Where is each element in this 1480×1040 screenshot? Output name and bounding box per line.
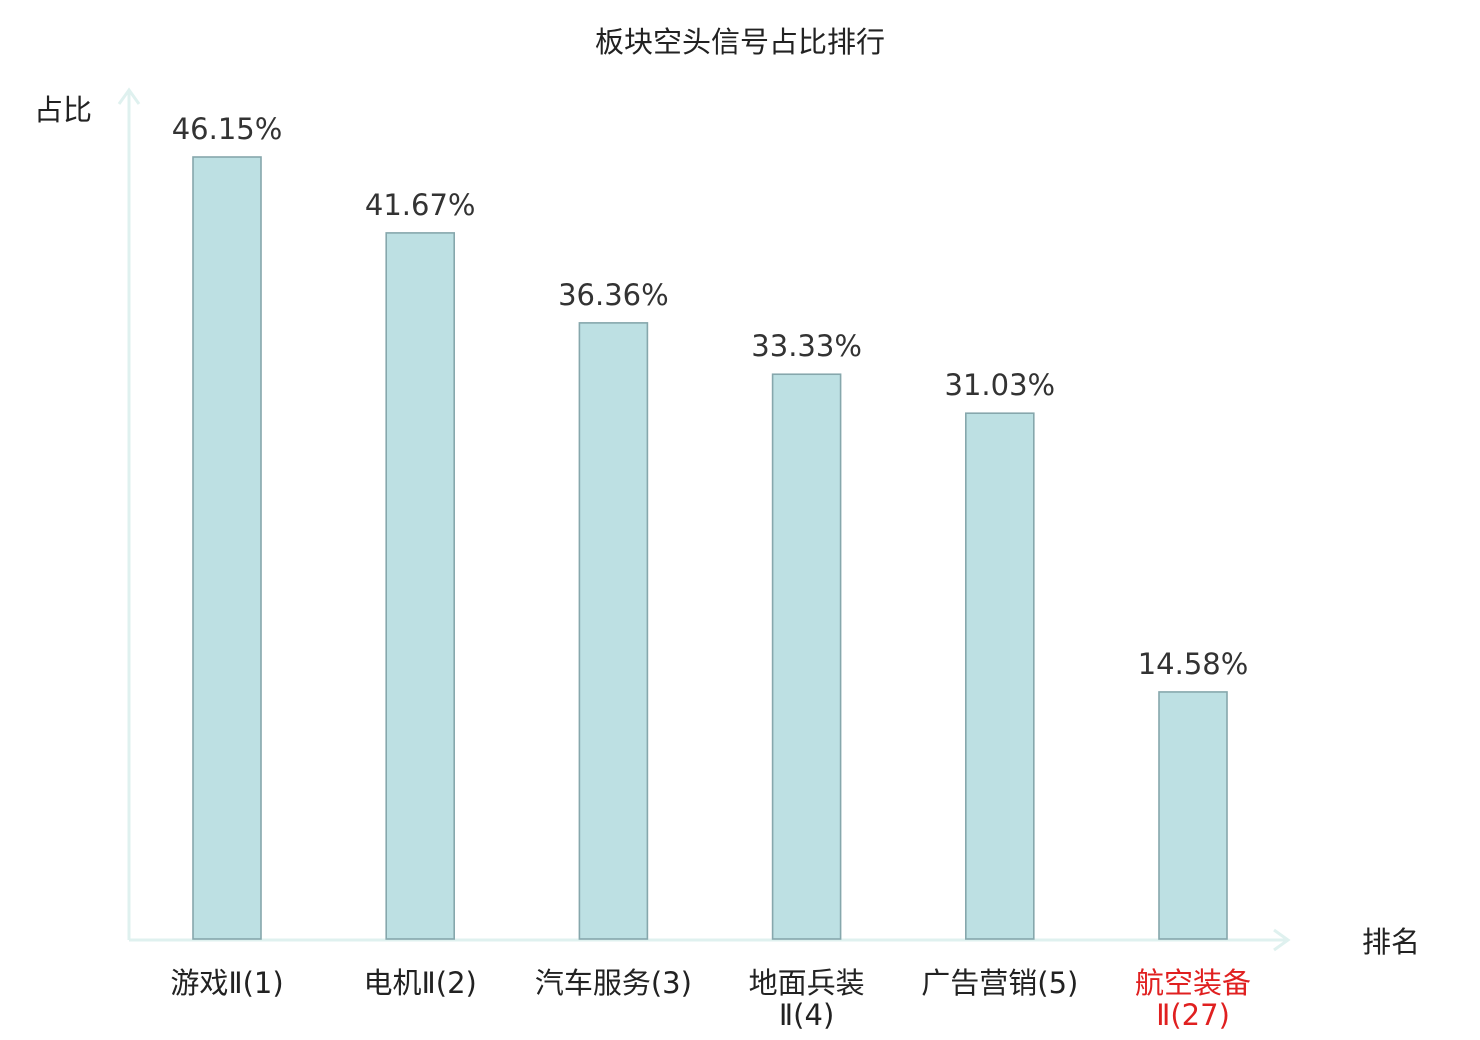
bar-3: [578, 322, 649, 940]
chart-title: 板块空头信号占比排行: [595, 25, 885, 59]
value-label-4: 33.33%: [751, 329, 862, 363]
x-axis-label: 排名: [1362, 925, 1420, 959]
value-label-2: 41.67%: [365, 188, 476, 222]
y-axis-arrow: [117, 87, 141, 105]
category-label-2: 电机Ⅱ(2): [364, 966, 477, 1000]
category-label-6-line-2: Ⅱ(27): [1156, 998, 1230, 1032]
category-label-4-line-1: 地面兵装: [749, 966, 865, 1000]
bar-4: [771, 373, 842, 940]
value-label-3: 36.36%: [558, 278, 669, 312]
value-label-6: 14.58%: [1138, 647, 1249, 681]
bar-1: [192, 156, 262, 940]
category-label-5: 广告营销(5): [921, 966, 1078, 1000]
value-label-5: 31.03%: [945, 368, 1056, 402]
bar-2: [385, 232, 456, 940]
bar-series: 46.15% 游戏Ⅱ(1) 41.67% 电机Ⅱ(2) 36.36% 汽车服务(3) 33.…: [170, 112, 1251, 1032]
y-axis-label: 占比: [34, 93, 92, 127]
x-axis-arrow: [1273, 928, 1291, 952]
value-label-1: 46.15%: [172, 112, 283, 146]
category-label-1: 游戏Ⅱ(1): [170, 966, 283, 1000]
bar-5: [964, 412, 1035, 940]
category-label-6-line-1: 航空装备: [1135, 966, 1251, 1000]
category-label-3: 汽车服务(3): [535, 966, 692, 1000]
category-label-4-line-2: Ⅱ(4): [779, 998, 834, 1032]
bar-6: [1158, 691, 1228, 940]
